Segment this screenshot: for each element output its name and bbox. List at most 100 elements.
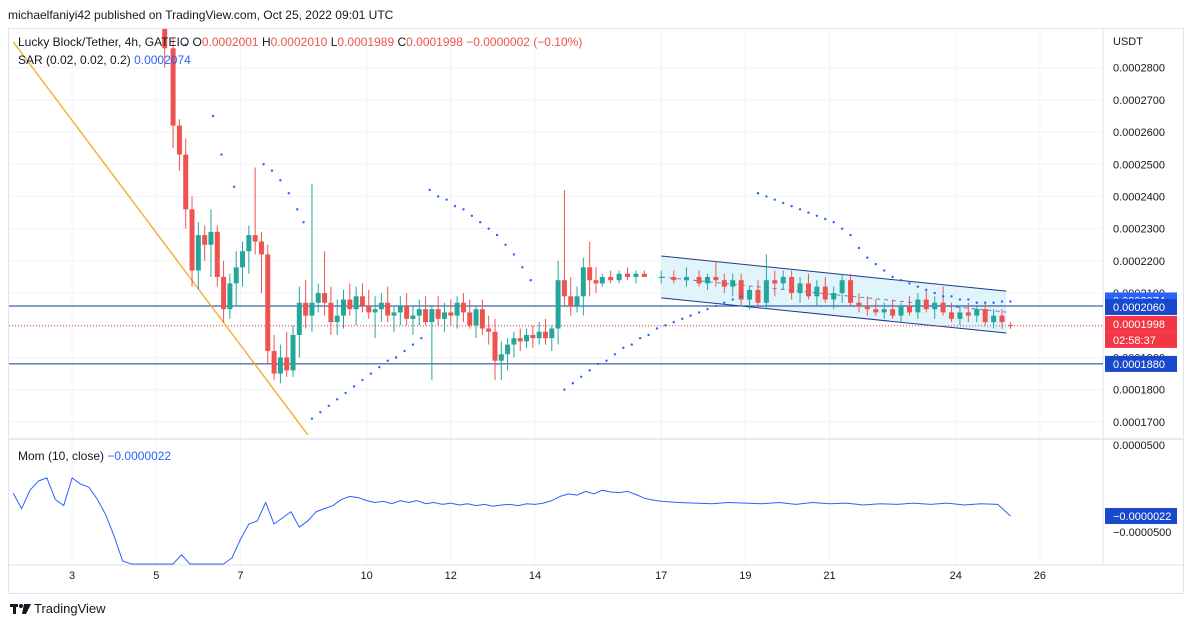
candle-body[interactable] <box>353 296 359 310</box>
candle-body[interactable] <box>309 302 315 316</box>
candle-body[interactable] <box>713 276 719 281</box>
candle-body[interactable] <box>296 302 302 335</box>
candle-body[interactable] <box>923 299 929 310</box>
candle-body[interactable] <box>822 286 828 300</box>
candle-body[interactable] <box>580 267 586 297</box>
candle-body[interactable] <box>957 312 963 319</box>
channel-lower-line[interactable] <box>661 297 1007 334</box>
candle-body[interactable] <box>227 283 233 310</box>
candle-body[interactable] <box>864 305 870 310</box>
candle-body[interactable] <box>170 48 176 126</box>
candle-body[interactable] <box>176 125 182 155</box>
candle-body[interactable] <box>797 283 803 294</box>
candle-body[interactable] <box>974 309 980 316</box>
candle-body[interactable] <box>366 305 372 313</box>
candle-body[interactable] <box>772 280 778 284</box>
candle-body[interactable] <box>517 338 523 342</box>
candle-body[interactable] <box>530 334 536 339</box>
candle-body[interactable] <box>940 302 946 313</box>
candle-body[interactable] <box>524 334 530 342</box>
candle-body[interactable] <box>633 273 639 277</box>
candle-body[interactable] <box>965 312 971 316</box>
candle-body[interactable] <box>780 276 786 284</box>
trend-line[interactable] <box>12 41 309 436</box>
chart-canvas[interactable]: USDT 0.0002800 0.0002700 0.0002600 0.0002500… <box>9 29 1183 593</box>
candle-body[interactable] <box>359 296 365 306</box>
candle-body[interactable] <box>448 312 454 316</box>
candle-body[interactable] <box>322 293 328 303</box>
candle-body[interactable] <box>397 305 403 313</box>
candle-body[interactable] <box>492 331 498 361</box>
candle-body[interactable] <box>162 29 168 49</box>
candle-body[interactable] <box>252 235 258 242</box>
candle-body[interactable] <box>949 312 955 319</box>
candle-body[interactable] <box>429 309 435 323</box>
candle-body[interactable] <box>831 293 837 300</box>
candle-body[interactable] <box>738 280 744 300</box>
candle-body[interactable] <box>454 302 460 316</box>
candle-body[interactable] <box>730 280 736 287</box>
candle-body[interactable] <box>486 328 492 332</box>
candle-body[interactable] <box>536 331 542 339</box>
candle-body[interactable] <box>814 286 820 297</box>
candle-body[interactable] <box>460 302 466 313</box>
candle-body[interactable] <box>435 309 441 319</box>
candle-body[interactable] <box>202 235 208 245</box>
candle-body[interactable] <box>932 302 938 310</box>
candle-body[interactable] <box>599 276 605 284</box>
candle-body[interactable] <box>410 315 416 319</box>
candle-body[interactable] <box>542 331 548 339</box>
candle-body[interactable] <box>574 296 580 306</box>
candle-body[interactable] <box>608 276 614 281</box>
candle-body[interactable] <box>315 293 321 303</box>
candle-body[interactable] <box>991 315 997 323</box>
symbol-title[interactable]: Lucky Block/Tether, 4h, GATEIO <box>18 35 190 49</box>
candle-body[interactable] <box>721 280 727 287</box>
candle-body[interactable] <box>789 276 795 294</box>
candle-body[interactable] <box>416 309 422 316</box>
candle-body[interactable] <box>906 305 912 313</box>
candle-body[interactable] <box>498 354 504 361</box>
candle-body[interactable] <box>763 280 769 303</box>
candle-body[interactable] <box>290 334 296 371</box>
candle-body[interactable] <box>378 302 384 310</box>
candle-body[interactable] <box>747 289 753 300</box>
sar-label[interactable]: SAR (0.02, 0.02, 0.2) <box>18 53 131 67</box>
candle-body[interactable] <box>505 344 511 355</box>
candle-body[interactable] <box>441 312 447 319</box>
candle-body[interactable] <box>189 209 195 271</box>
footer-brand[interactable]: TradingView <box>10 601 106 616</box>
candle-body[interactable] <box>616 273 622 281</box>
candle-body[interactable] <box>341 299 347 316</box>
candle-body[interactable] <box>755 289 761 303</box>
candle-body[interactable] <box>404 305 410 319</box>
candle-body[interactable] <box>208 231 214 245</box>
candle-body[interactable] <box>568 296 574 306</box>
candle-body[interactable] <box>372 309 378 313</box>
candle-body[interactable] <box>347 299 353 310</box>
candle-body[interactable] <box>593 280 599 284</box>
candle-body[interactable] <box>839 280 845 294</box>
candle-body[interactable] <box>848 280 854 303</box>
candle-body[interactable] <box>856 302 862 306</box>
candle-body[interactable] <box>233 267 239 284</box>
candle-body[interactable] <box>303 302 309 316</box>
candle-body[interactable] <box>258 241 264 255</box>
candle-body[interactable] <box>385 302 391 316</box>
candle-body[interactable] <box>195 235 201 271</box>
candle-body[interactable] <box>214 231 220 277</box>
candle-body[interactable] <box>240 251 246 268</box>
candle-body[interactable] <box>183 154 189 210</box>
candle-body[interactable] <box>284 357 290 371</box>
candle-body[interactable] <box>271 351 277 374</box>
candle-body[interactable] <box>328 302 334 323</box>
candle-body[interactable] <box>561 280 567 297</box>
mom-label[interactable]: Mom (10, close) <box>18 449 105 463</box>
candle-body[interactable] <box>625 273 631 277</box>
candle-body[interactable] <box>334 315 340 323</box>
candle-body[interactable] <box>641 273 647 277</box>
candle-body[interactable] <box>277 357 283 374</box>
candle-body[interactable] <box>890 309 896 316</box>
channel-upper-line[interactable] <box>661 255 1007 292</box>
candle-body[interactable] <box>511 338 517 345</box>
